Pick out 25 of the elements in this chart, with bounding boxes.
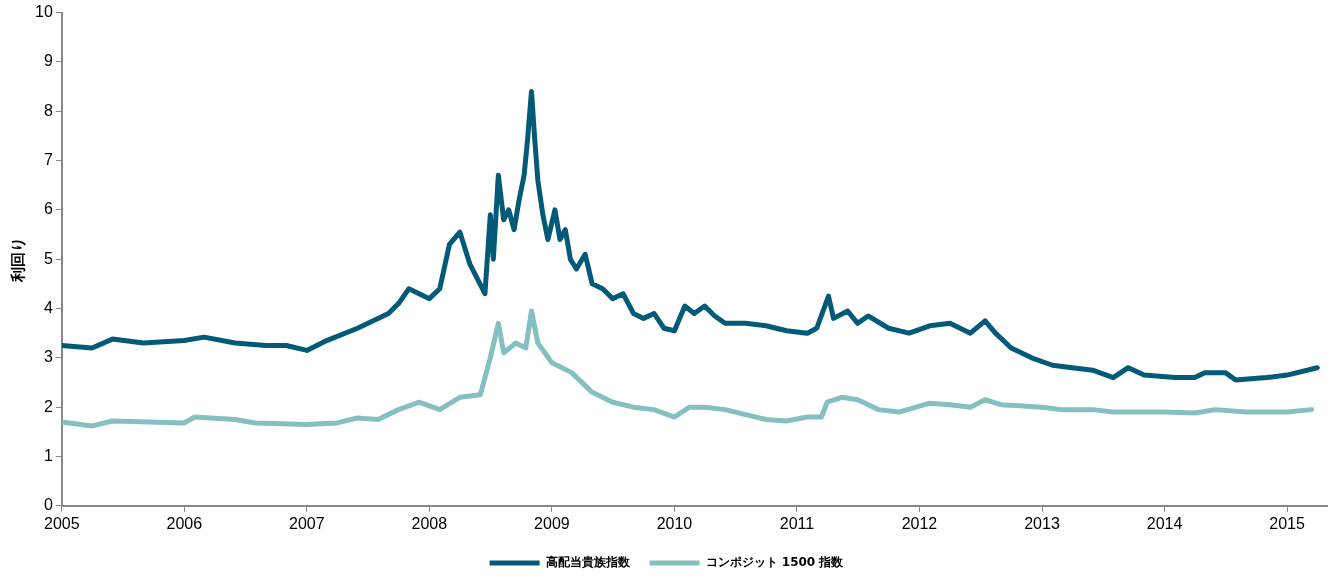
y-tick-label: 7 xyxy=(43,150,53,168)
x-tick-label: 2007 xyxy=(289,514,325,532)
legend-label: コンポジット 1500 指数 xyxy=(705,555,845,570)
x-tick-label: 2011 xyxy=(779,514,815,532)
x-tick-label: 2012 xyxy=(901,514,938,532)
x-tick-label: 2015 xyxy=(1269,514,1305,532)
y-tick-label: 10 xyxy=(35,3,53,21)
x-tick-label: 2006 xyxy=(166,514,203,532)
x-tick-label: 2008 xyxy=(411,514,448,532)
y-tick-label: 4 xyxy=(43,298,53,316)
x-tick-label: 2005 xyxy=(44,514,80,532)
y-tick-label: 0 xyxy=(43,496,53,514)
legend-label: 高配当貴族指数 xyxy=(545,555,631,570)
y-tick-label: 1 xyxy=(43,446,53,464)
x-tick-label: 2013 xyxy=(1024,514,1060,532)
x-tick-label: 2010 xyxy=(656,514,693,532)
y-axis-title: 利回り xyxy=(8,236,27,283)
y-tick-label: 3 xyxy=(43,348,53,366)
y-tick-label: 2 xyxy=(43,397,53,415)
y-tick-label: 5 xyxy=(43,249,53,267)
x-tick-label: 2014 xyxy=(1146,514,1183,532)
y-tick-label: 8 xyxy=(43,101,53,119)
x-tick-label: 2009 xyxy=(534,514,570,532)
y-tick-label: 9 xyxy=(43,52,53,70)
y-tick-label: 6 xyxy=(43,200,53,218)
